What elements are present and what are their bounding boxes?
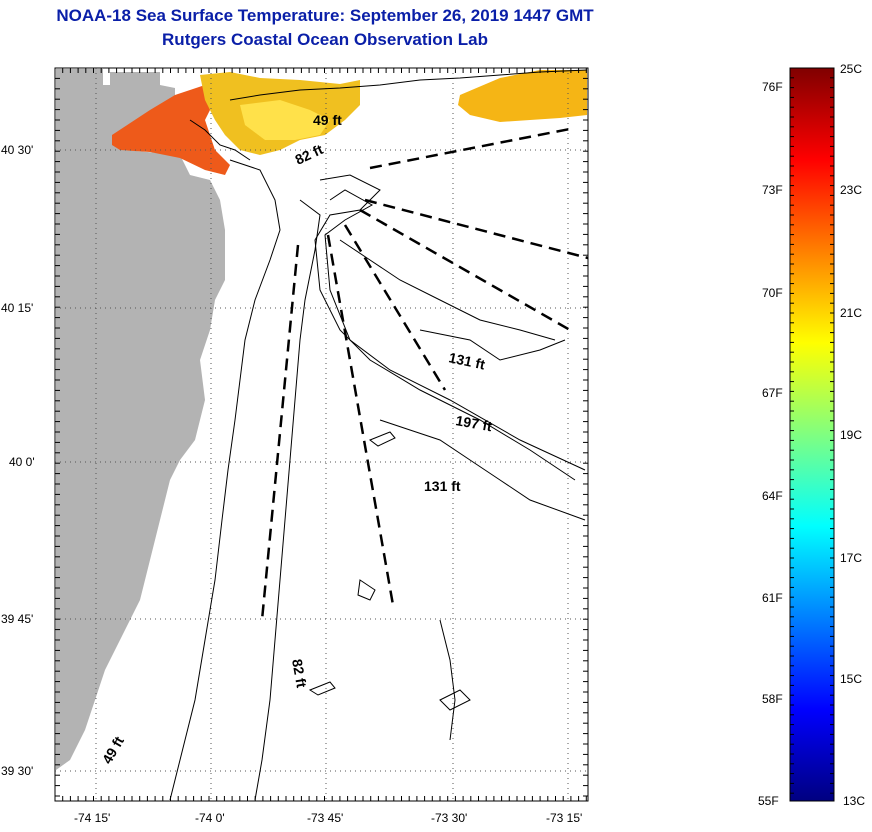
lon-tick-label: -73 45' [307,811,343,825]
lat-tick-label: 39 30' [1,764,33,778]
sst-patch-northwest [112,85,230,175]
celsius-tick-label: 19C [840,428,862,442]
depth-label-49ft-north: 49 ft [313,112,342,128]
sst-patch-northeast [458,70,587,122]
colorbar-bottom-fahrenheit: 55F [758,794,779,808]
page-title: NOAA-18 Sea Surface Temperature: Septemb… [56,6,594,25]
lon-tick-label: -73 15' [546,811,582,825]
fahrenheit-tick-label: 76F [762,80,783,94]
celsius-tick-label: 17C [840,551,862,565]
lon-tick-label: -74 15' [74,811,110,825]
colorbar-ticks [790,67,834,794]
lat-tick-label: 40 0' [9,455,35,469]
depth-label-82ft-south: 82 ft [289,658,310,689]
celsius-tick-label: 15C [840,672,862,686]
fahrenheit-tick-label: 64F [762,489,783,503]
dashed-routes [260,126,589,621]
fahrenheit-tick-label: 67F [762,386,783,400]
lat-tick-label: 39 45' [1,612,33,626]
celsius-tick-label: 21C [840,306,862,320]
graticule [55,68,588,801]
lon-tick-label: -73 30' [431,811,467,825]
bathymetry-contours [169,69,588,801]
fahrenheit-tick-label: 73F [762,183,783,197]
colorbar-bottom-celsius: 13C [843,794,865,808]
lat-tick-label: 40 15' [1,301,33,315]
fahrenheit-tick-label: 70F [762,286,783,300]
lat-tick-label: 40 30' [1,143,33,157]
fahrenheit-tick-label: 58F [762,692,783,706]
depth-label-131ft-south: 131 ft [424,478,461,494]
page-subtitle: Rutgers Coastal Ocean Observation Lab [162,30,488,49]
celsius-tick-label: 23C [840,183,862,197]
frame-ticks [54,67,588,801]
depth-label-197ft: 197 ft [454,412,493,434]
sst-patch-inner [240,100,330,140]
lon-tick-label: -74 0' [195,811,225,825]
land-mass [56,69,225,770]
colorbar-top-celsius: 25C [840,62,862,76]
fahrenheit-tick-label: 61F [762,591,783,605]
color-scale-bar [789,67,835,802]
depth-label-131ft-east: 131 ft [447,349,486,372]
